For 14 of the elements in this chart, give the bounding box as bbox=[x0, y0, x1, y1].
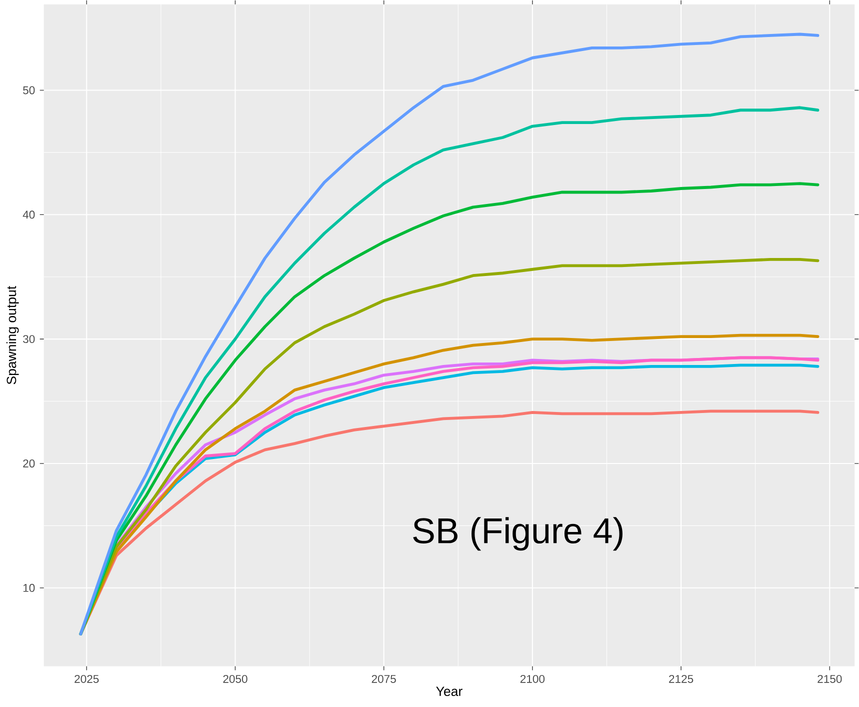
y-tick-label: 20 bbox=[23, 460, 35, 468]
annotation: SB (Figure 4) bbox=[413, 517, 622, 551]
y-tick-label: 30 bbox=[23, 335, 35, 344]
y-tick-label: 50 bbox=[23, 86, 35, 94]
x-tick-label: 2025 bbox=[74, 675, 99, 684]
x-axis-title: Year bbox=[436, 686, 462, 696]
x-tick-label: 2075 bbox=[372, 675, 396, 684]
y-tick-label: 40 bbox=[22, 210, 35, 219]
y-tick-label: 10 bbox=[23, 584, 35, 592]
x-tick-label: 2125 bbox=[669, 675, 694, 684]
x-tick-label: 2100 bbox=[520, 675, 545, 684]
y-axis-title: Spawning output bbox=[6, 286, 19, 384]
x-tick-label: 2150 bbox=[818, 675, 842, 684]
x-tick-label: 2050 bbox=[223, 675, 248, 684]
